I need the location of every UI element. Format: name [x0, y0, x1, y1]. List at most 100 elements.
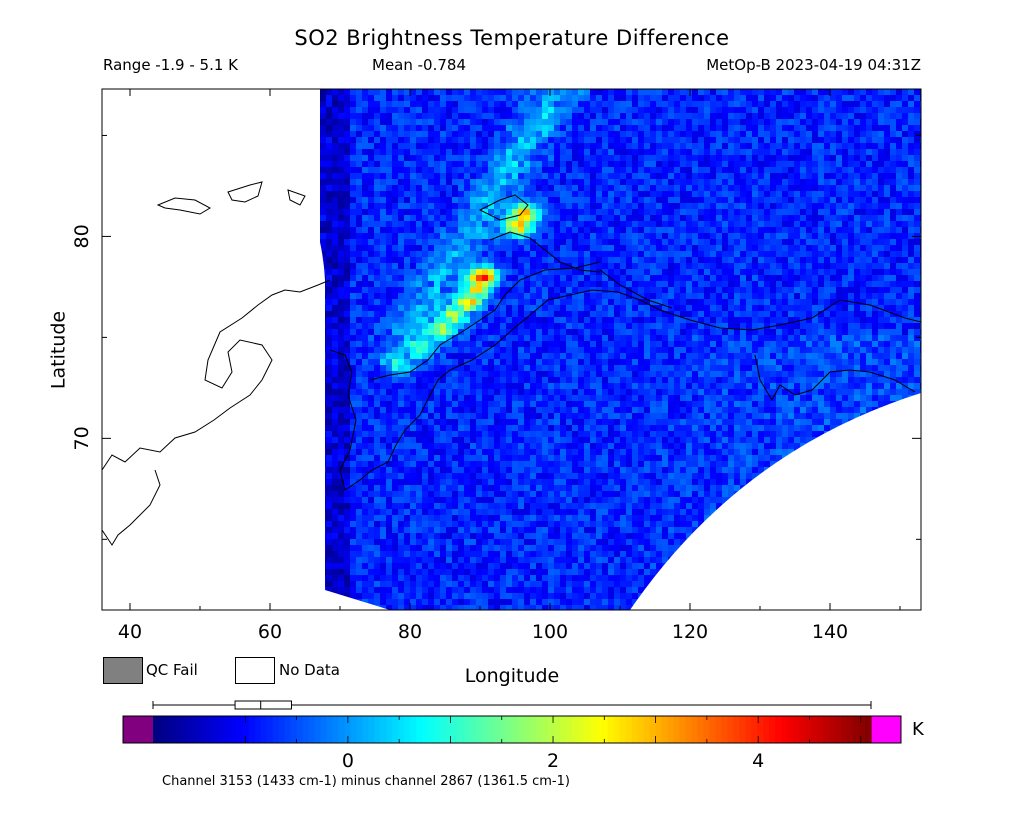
heatmap-cell — [608, 317, 614, 323]
heatmap-cell — [860, 335, 866, 341]
heatmap-cell — [902, 179, 908, 185]
heatmap-cell — [614, 335, 620, 341]
heatmap-cell — [602, 359, 608, 365]
heatmap-cell — [644, 341, 650, 347]
heatmap-cell — [464, 251, 470, 257]
heatmap-cell — [476, 215, 482, 221]
heatmap-cell — [428, 173, 434, 179]
heatmap-cell — [902, 131, 908, 137]
heatmap-cell — [794, 89, 800, 95]
heatmap-cell — [602, 293, 608, 299]
heatmap-cell — [734, 185, 740, 191]
heatmap-cell — [602, 377, 608, 383]
heatmap-cell — [800, 269, 806, 275]
heatmap-cell — [482, 269, 488, 275]
heatmap-cell — [884, 215, 890, 221]
heatmap-cell — [518, 203, 524, 209]
heatmap-cell — [656, 119, 662, 125]
heatmap-cell — [710, 161, 716, 167]
heatmap-cell — [842, 323, 848, 329]
heatmap-cell — [434, 281, 440, 287]
heatmap-cell — [458, 245, 464, 251]
heatmap-cell — [728, 263, 734, 269]
heatmap-cell — [410, 293, 416, 299]
heatmap-cell — [494, 227, 500, 233]
heatmap-cell — [866, 257, 872, 263]
heatmap-cell — [638, 107, 644, 113]
heatmap-cell — [566, 143, 572, 149]
heatmap-cell — [578, 89, 584, 95]
heatmap-cell — [770, 281, 776, 287]
heatmap-cell — [752, 179, 758, 185]
heatmap-cell — [650, 233, 656, 239]
heatmap-cell — [602, 227, 608, 233]
heatmap-cell — [866, 173, 872, 179]
heatmap-cell — [692, 191, 698, 197]
heatmap-cell — [806, 317, 812, 323]
heatmap-cell — [806, 131, 812, 137]
heatmap-cell — [776, 281, 782, 287]
heatmap-cell — [764, 371, 770, 377]
heatmap-cell — [776, 179, 782, 185]
heatmap-cell — [710, 251, 716, 257]
heatmap-cell — [770, 185, 776, 191]
heatmap-cell — [530, 95, 536, 101]
heatmap-cell — [812, 263, 818, 269]
heatmap-cell — [818, 173, 824, 179]
heatmap-cell — [638, 299, 644, 305]
heatmap-cell — [794, 317, 800, 323]
heatmap-cell — [530, 377, 536, 383]
heatmap-cell — [656, 269, 662, 275]
heatmap-cell — [740, 335, 746, 341]
heatmap-cell — [620, 107, 626, 113]
heatmap-cell — [638, 101, 644, 107]
heatmap-cell — [548, 335, 554, 341]
heatmap-cell — [602, 257, 608, 263]
heatmap-cell — [656, 167, 662, 173]
heatmap-cell — [806, 119, 812, 125]
heatmap-cell — [872, 209, 878, 215]
heatmap-cell — [404, 233, 410, 239]
heatmap-cell — [374, 101, 380, 107]
heatmap-cell — [734, 269, 740, 275]
heatmap-cell — [548, 239, 554, 245]
heatmap-cell — [860, 251, 866, 257]
heatmap-cell — [602, 347, 608, 353]
heatmap-cell — [410, 299, 416, 305]
heatmap-cell — [662, 203, 668, 209]
heatmap-cell — [560, 203, 566, 209]
heatmap-cell — [656, 359, 662, 365]
heatmap-cell — [794, 173, 800, 179]
heatmap-cell — [344, 197, 350, 203]
heatmap-cell — [470, 161, 476, 167]
heatmap-cell — [584, 305, 590, 311]
heatmap-cell — [794, 191, 800, 197]
heatmap-cell — [470, 335, 476, 341]
heatmap-cell — [902, 359, 908, 365]
heatmap-cell — [320, 167, 326, 173]
heatmap-cell — [464, 377, 470, 383]
heatmap-cell — [410, 203, 416, 209]
heatmap-cell — [386, 107, 392, 113]
heatmap-cell — [698, 125, 704, 131]
heatmap-cell — [380, 341, 386, 347]
heatmap-cell — [746, 329, 752, 335]
heatmap-cell — [902, 185, 908, 191]
heatmap-cell — [584, 257, 590, 263]
heatmap-cell — [470, 155, 476, 161]
heatmap-cell — [626, 365, 632, 371]
heatmap-cell — [500, 323, 506, 329]
heatmap-cell — [326, 371, 332, 377]
heatmap-cell — [872, 299, 878, 305]
heatmap-cell — [794, 341, 800, 347]
heatmap-cell — [392, 359, 398, 365]
heatmap-cell — [620, 329, 626, 335]
heatmap-cell — [458, 227, 464, 233]
heatmap-cell — [854, 173, 860, 179]
heatmap-cell — [518, 233, 524, 239]
heatmap-cell — [764, 275, 770, 281]
heatmap-cell — [830, 329, 836, 335]
heatmap-cell — [404, 107, 410, 113]
heatmap-cell — [572, 359, 578, 365]
heatmap-cell — [812, 221, 818, 227]
